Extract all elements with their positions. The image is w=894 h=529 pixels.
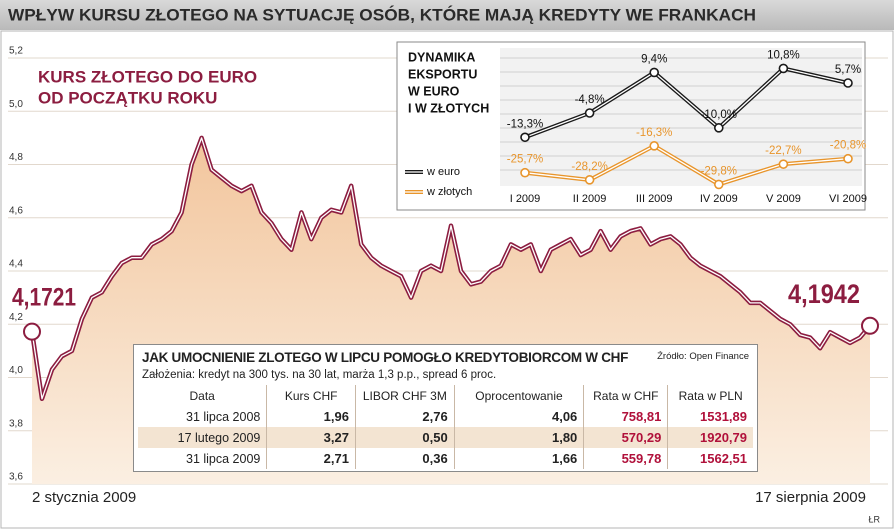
y-tick-label: 5,0 xyxy=(9,99,23,110)
inset-title: DYNAMIKA xyxy=(408,50,475,64)
x-tick-label: V 2009 xyxy=(766,193,801,205)
x-tick-label: I 2009 xyxy=(510,193,541,205)
table-row: 31 lipca 2009 2,71 0,36 1,66 559,78 1562,51 xyxy=(138,448,753,469)
page-title: WPŁYW KURSU ZŁOTEGO NA SYTUACJĘ OSÓB, KT… xyxy=(8,5,756,24)
table-cell: 1562,51 xyxy=(667,448,753,469)
end-marker xyxy=(861,316,879,335)
point xyxy=(778,159,789,169)
value-label: -13,3% xyxy=(507,118,543,130)
inset-chart: DYNAMIKA EKSPORTU W EURO I W ZŁOTYCH I 2009 I… xyxy=(396,41,867,211)
table-cell: Oprocentowanie xyxy=(453,385,584,406)
start-label: 4,1721 xyxy=(12,284,76,312)
table-row: 17 lutego 2009 3,27 0,50 1,80 570,29 1920,79 xyxy=(138,427,753,448)
value-label: -22,7% xyxy=(765,145,801,157)
x-tick-label: 2 stycznia 2009 xyxy=(32,489,136,506)
credit: ŁR xyxy=(868,514,880,524)
value-label: -10,0% xyxy=(701,109,737,121)
y-tick-label: 4,4 xyxy=(9,259,23,270)
x-tick-label: 17 sierpnia 2009 xyxy=(755,489,866,506)
inset-plot-bg xyxy=(500,48,862,186)
value-label: -25,7% xyxy=(507,154,543,166)
x-tick-label: II 2009 xyxy=(573,193,607,205)
y-tick-label: 3,6 xyxy=(9,472,23,483)
inset-title: EKSPORTU xyxy=(408,67,477,81)
table-cell: 0,36 xyxy=(354,448,455,469)
table-cell: Rata w PLN xyxy=(667,385,753,406)
y-tick-label: 4,8 xyxy=(9,152,23,163)
x-tick-label: VI 2009 xyxy=(829,193,867,205)
series-line-highlight xyxy=(524,67,849,138)
legend-label: w złotych xyxy=(426,186,472,198)
point xyxy=(520,132,530,143)
point xyxy=(649,141,660,151)
table-cell: 31 lipca 2008 xyxy=(186,409,261,424)
inset-title: W EURO xyxy=(408,84,460,98)
title-bar xyxy=(0,0,894,30)
value-label: 10,8% xyxy=(767,49,800,61)
table-cell: Kurs CHF xyxy=(266,385,356,406)
point xyxy=(713,179,724,190)
end-marker xyxy=(23,322,41,341)
line-highlight xyxy=(31,137,871,400)
point xyxy=(649,67,660,78)
table-cell: 1,96 xyxy=(266,406,356,427)
point xyxy=(584,175,595,185)
loan-table: JAK UMOCNIENIE ZLOTEGO W LIPCU POMOGŁO K… xyxy=(133,344,758,472)
x-tick-label: III 2009 xyxy=(636,193,673,205)
table-source: Źródło: Open Finance xyxy=(657,351,749,362)
point xyxy=(843,153,853,164)
table-row: 31 lipca 2008 1,96 2,76 4,06 758,81 1531,89 xyxy=(138,406,753,427)
value-label: -29,8% xyxy=(701,165,737,177)
value-label: -4,8% xyxy=(575,94,605,106)
value-label: -20,8% xyxy=(830,140,866,152)
series-line-highlight xyxy=(524,145,849,186)
value-label: 5,7% xyxy=(835,64,861,76)
table-cell: 2,71 xyxy=(266,448,356,469)
table-cell: 2,76 xyxy=(354,406,455,427)
table-cell: Rata w CHF xyxy=(583,385,668,406)
x-tick-label: IV 2009 xyxy=(700,193,738,205)
value-label: 9,4% xyxy=(641,53,667,65)
point xyxy=(584,108,595,118)
legend-label: w euro xyxy=(426,166,460,178)
y-tick-label: 4,6 xyxy=(9,205,23,216)
table-cell: 1920,79 xyxy=(667,427,753,448)
table-cell: Data xyxy=(189,388,215,403)
y-tick-label: 3,8 xyxy=(9,418,23,429)
chart-title: KURS ZŁOTEGO DO EURO xyxy=(38,67,257,86)
table-cell: LIBOR CHF 3M xyxy=(354,385,455,406)
y-tick-label: 5,2 xyxy=(9,46,23,57)
value-label: -28,2% xyxy=(571,161,607,173)
table-cell: 17 lutego 2009 xyxy=(177,430,261,445)
point xyxy=(778,63,789,74)
chart-title: OD POCZĄTKU ROKU xyxy=(38,88,217,107)
point xyxy=(843,78,853,88)
table-cell: 570,29 xyxy=(583,427,668,448)
table-cell: 4,06 xyxy=(453,406,584,427)
end-label: 4,1942 xyxy=(788,279,860,309)
table-cell: 3,27 xyxy=(266,427,356,448)
value-label: -16,3% xyxy=(636,127,672,139)
table-header: Data Kurs CHF LIBOR CHF 3M Oprocentowanie Ra… xyxy=(138,385,753,406)
inset-title: I W ZŁOTYCH xyxy=(408,101,489,115)
table-cell: 31 lipca 2009 xyxy=(186,451,261,466)
y-tick-label: 4,2 xyxy=(9,312,23,323)
table-title: JAK UMOCNIENIE ZLOTEGO W LIPCU POMOGŁO K… xyxy=(142,350,629,365)
point xyxy=(713,123,724,133)
table-cell: 0,50 xyxy=(354,427,455,448)
point xyxy=(520,167,530,178)
table-grid: Data Kurs CHF LIBOR CHF 3M Oprocentowanie Ra… xyxy=(138,385,753,469)
table-cell: 1531,89 xyxy=(667,406,753,427)
table-cell: 559,78 xyxy=(583,448,668,469)
table-cell: 1,66 xyxy=(453,448,584,469)
table-subtitle: Założenia: kredyt na 300 tys. na 30 lat,… xyxy=(142,369,497,381)
y-tick-label: 4,0 xyxy=(9,365,23,376)
table-cell: 1,80 xyxy=(453,427,584,448)
table-cell: 758,81 xyxy=(583,406,668,427)
